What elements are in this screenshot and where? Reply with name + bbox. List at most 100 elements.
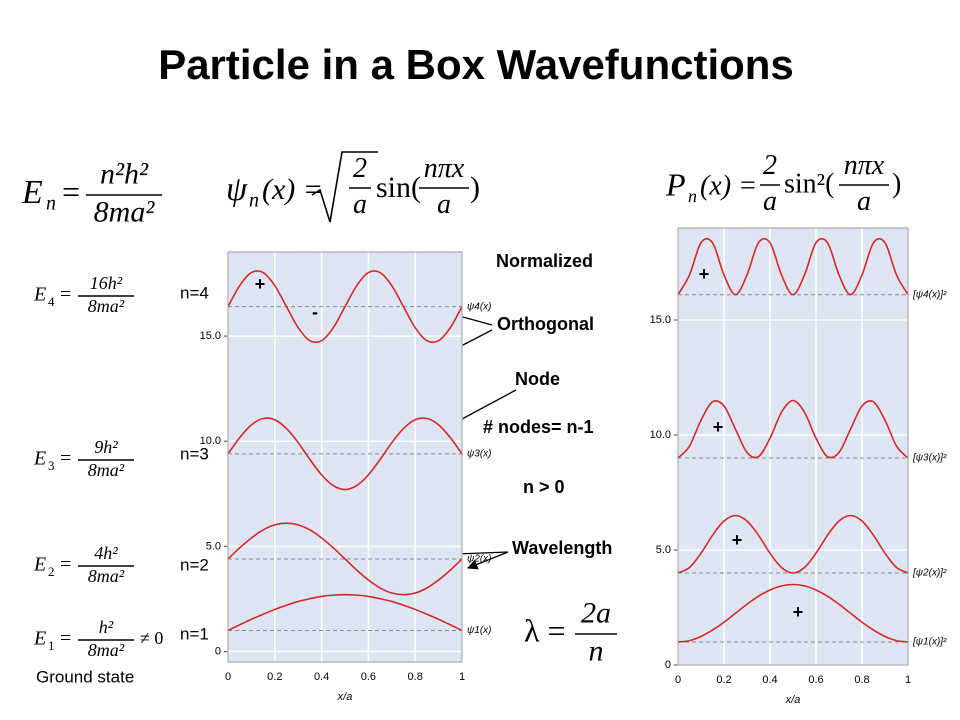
subscript: n — [46, 193, 56, 215]
x-tick-label: 0.6 — [808, 674, 823, 686]
tail: ≠ 0 — [140, 628, 163, 648]
x-tick-label: 0.4 — [314, 671, 329, 683]
symbol: E — [33, 628, 46, 650]
curve — [227, 522, 463, 596]
x-tick-label: 0 — [225, 671, 231, 683]
y-tick-label: 0 — [215, 645, 221, 657]
series-label: [ψ1(x)]² — [912, 637, 947, 648]
curve — [227, 270, 463, 344]
curve — [227, 417, 463, 491]
curve — [677, 514, 909, 574]
curve — [227, 593, 463, 632]
y-tick-label: 5.0 — [656, 544, 671, 556]
numerator: 2 — [353, 153, 367, 184]
equals: = — [62, 173, 80, 209]
symbol: P — [665, 166, 686, 202]
x-tick-label: 0.2 — [716, 674, 731, 686]
series-label: ψ2(x) — [467, 554, 492, 565]
x-tick-label: 0 — [675, 674, 681, 686]
x-tick-label: 0.8 — [408, 671, 423, 683]
numerator: 9h² — [94, 437, 118, 457]
y-tick-label: 15.0 — [200, 330, 221, 342]
symbol: E — [33, 284, 46, 306]
series-label: [ψ4(x)]² — [912, 289, 947, 300]
series-label: [ψ2(x)]² — [912, 568, 947, 579]
plot-area — [678, 228, 908, 665]
subscript: n — [688, 186, 697, 206]
radical — [311, 151, 378, 223]
numerator: h² — [99, 617, 114, 637]
denominator: n — [589, 635, 604, 668]
level-label: n=2 — [180, 555, 209, 574]
denominator: a — [437, 189, 451, 220]
numerator: 2a — [581, 596, 611, 629]
series-label: [ψ3(x)]² — [912, 453, 947, 464]
denominator: 8ma² — [88, 296, 125, 316]
x-tick-label: 0.6 — [361, 671, 376, 683]
y-tick-label: 10.0 — [200, 435, 221, 447]
denominator: 8ma² — [88, 640, 125, 660]
paren: ) — [892, 168, 901, 199]
y-tick-label: 0 — [665, 659, 671, 671]
equals: = — [60, 554, 71, 576]
curve — [677, 237, 909, 296]
subscript: 4 — [48, 294, 55, 309]
curve — [677, 399, 909, 459]
equals: = — [60, 628, 71, 650]
level-label: n=4 — [180, 283, 209, 302]
y-tick-label: 15.0 — [650, 314, 671, 326]
ground-state: Ground state — [36, 667, 134, 686]
numerator: nπx — [844, 150, 885, 181]
sign: + — [713, 417, 724, 437]
annotation: Wavelength — [512, 538, 612, 558]
symbol: λ = — [524, 612, 566, 648]
annotation: Orthogonal — [497, 314, 594, 334]
annotation: Node — [515, 369, 560, 389]
numerator: nπx — [424, 153, 465, 184]
x-axis-label: x/a — [785, 694, 801, 706]
y-tick-label: 5.0 — [206, 540, 221, 552]
denominator: 8ma² — [88, 460, 125, 480]
x-tick-label: 0.2 — [267, 671, 282, 683]
level-label: n=1 — [180, 624, 209, 643]
sign: + — [699, 264, 710, 284]
paren: ) — [470, 171, 480, 204]
plot-area — [228, 252, 462, 662]
denominator: 8ma² — [88, 566, 125, 586]
plot-frame — [677, 227, 909, 666]
function: sin( — [376, 171, 421, 204]
argument: (x) = — [262, 173, 323, 206]
x-axis-label: x/a — [337, 691, 353, 703]
x-tick-label: 1 — [905, 674, 911, 686]
annotation: n > 0 — [523, 477, 565, 497]
symbol: E — [21, 174, 43, 211]
equals: = — [60, 448, 71, 470]
series-label: ψ1(x) — [467, 625, 492, 636]
sign: + — [255, 274, 266, 294]
numerator: n²h² — [100, 157, 149, 190]
y-tick-label: 10.0 — [650, 429, 671, 441]
x-tick-label: 1 — [459, 671, 465, 683]
sign: - — [312, 302, 318, 322]
sign: + — [793, 602, 804, 622]
denominator: a — [353, 189, 367, 220]
equals: = — [60, 284, 71, 306]
denominator: 8ma² — [94, 196, 156, 229]
series-label: ψ3(x) — [467, 448, 492, 459]
x-tick-label: 0.8 — [854, 674, 869, 686]
subscript: 3 — [48, 458, 55, 473]
numerator: 2 — [763, 150, 777, 181]
subscript: 1 — [48, 638, 55, 653]
denominator: a — [763, 186, 777, 217]
level-label: n=3 — [180, 444, 209, 463]
numerator: 16h² — [90, 273, 123, 293]
x-tick-label: 0.4 — [762, 674, 777, 686]
annotation: # nodes= n-1 — [483, 417, 594, 437]
function: sin²( — [784, 168, 834, 199]
series-label: ψ4(x) — [467, 301, 492, 312]
symbol: ψ — [226, 171, 248, 208]
subscript: 2 — [48, 564, 55, 579]
symbol: E — [33, 554, 46, 576]
